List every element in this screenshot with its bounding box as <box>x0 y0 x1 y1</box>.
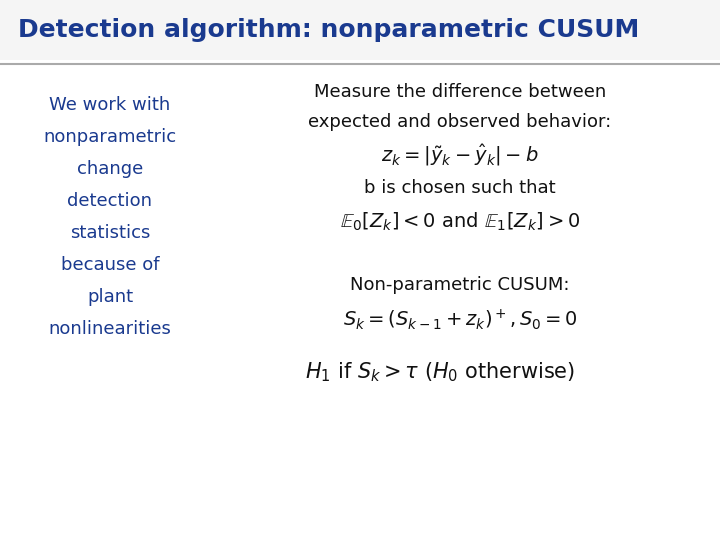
Text: nonlinearities: nonlinearities <box>48 320 171 338</box>
Text: $S_k = (S_{k-1} + z_k)^+, S_0 = 0$: $S_k = (S_{k-1} + z_k)^+, S_0 = 0$ <box>343 308 577 332</box>
Text: We work with: We work with <box>50 96 171 114</box>
Text: $\mathbb{E}_0[Z_k] < 0$ and $\mathbb{E}_1[Z_k] > 0$: $\mathbb{E}_0[Z_k] < 0$ and $\mathbb{E}_… <box>340 211 580 233</box>
Text: plant: plant <box>87 288 133 306</box>
Text: expected and observed behavior:: expected and observed behavior: <box>308 113 611 131</box>
Text: nonparametric: nonparametric <box>43 128 176 146</box>
Bar <box>0 0 720 60</box>
Text: b is chosen such that: b is chosen such that <box>364 179 556 197</box>
Text: Non-parametric CUSUM:: Non-parametric CUSUM: <box>350 276 570 294</box>
Text: $H_1$ if $S_k > \tau$ ($H_0$ otherwise): $H_1$ if $S_k > \tau$ ($H_0$ otherwise) <box>305 360 575 384</box>
Text: Measure the difference between: Measure the difference between <box>314 83 606 101</box>
Text: because of: because of <box>60 256 159 274</box>
Text: statistics: statistics <box>70 224 150 242</box>
Text: $z_k = |\tilde{y}_k - \hat{y}_k| - b$: $z_k = |\tilde{y}_k - \hat{y}_k| - b$ <box>381 142 539 168</box>
Text: Detection algorithm: nonparametric CUSUM: Detection algorithm: nonparametric CUSUM <box>18 18 639 42</box>
Text: detection: detection <box>68 192 153 210</box>
Text: change: change <box>77 160 143 178</box>
